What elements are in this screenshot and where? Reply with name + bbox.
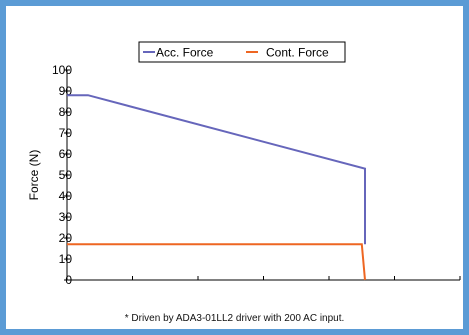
y-tick-label: 100 [52, 63, 72, 77]
y-tick-label: 60 [59, 147, 73, 161]
y-tick-label: 80 [59, 105, 73, 119]
y-tick-label: 70 [59, 126, 73, 140]
footnote: * Driven by ADA3-01LL2 driver with 200 A… [124, 313, 345, 324]
y-tick-label: 50 [59, 168, 73, 182]
y-axis-title: Force (N) [27, 150, 41, 201]
y-tick-label: 30 [59, 210, 73, 224]
legend-cont-label: Cont. Force [266, 46, 329, 60]
y-tick-label: 0 [65, 273, 72, 287]
y-tick-label: 40 [59, 189, 73, 203]
legend: Acc. Force Cont. Force [138, 41, 346, 63]
x-ticks [132, 276, 461, 280]
legend-box [138, 41, 346, 63]
series-layer [67, 94, 366, 281]
acc-force-line [67, 94, 366, 245]
y-tick-label: 10 [59, 252, 73, 266]
cont-force-line [67, 243, 366, 281]
y-tick-label: 20 [59, 231, 73, 245]
legend-acc-label: Acc. Force [156, 46, 214, 60]
